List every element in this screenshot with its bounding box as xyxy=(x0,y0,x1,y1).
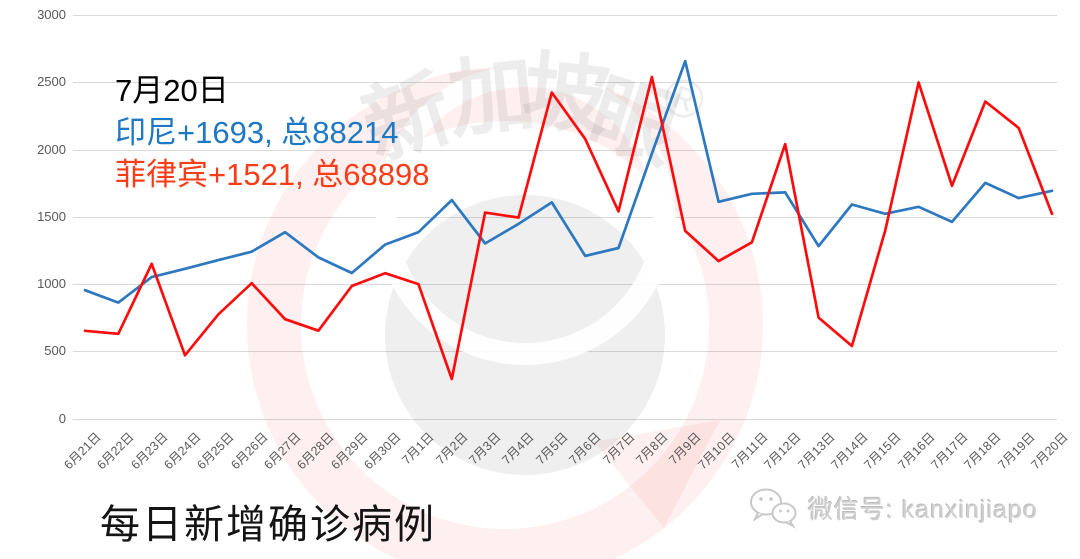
gridline xyxy=(73,284,1057,285)
series-line-印尼 xyxy=(83,59,1054,304)
wechat-id-label: 微信号: kanxinjiapo xyxy=(808,496,1038,524)
annotation-block: 7月20日 印尼+1693, 总88214 菲律宾+1521, 总68898 xyxy=(115,70,430,196)
series-line-菲律宾 xyxy=(83,75,1054,381)
y-axis-tick-label: 0 xyxy=(58,410,66,426)
y-axis-tick-label: 2500 xyxy=(37,74,66,90)
gridline xyxy=(73,15,1057,16)
page-title: 每日新增确诊病例 xyxy=(100,503,436,547)
wechat-icon xyxy=(750,488,797,529)
annotation-date: 7月20日 xyxy=(115,73,229,108)
annotation-indonesia: 印尼+1693, 总88214 xyxy=(115,115,399,150)
gridline xyxy=(73,216,1057,218)
gridline xyxy=(73,149,1057,151)
y-axis-tick-label: 1500 xyxy=(37,208,66,224)
annotation-philippines: 菲律宾+1521, 总68898 xyxy=(115,157,430,192)
gridline xyxy=(73,418,1057,420)
y-axis-tick-label: 3000 xyxy=(37,7,66,22)
y-axis-tick-label: 1000 xyxy=(37,276,66,291)
y-axis-tick-label: 500 xyxy=(44,343,66,359)
wechat-badge: 微信号: kanxinjiapo xyxy=(748,486,1038,530)
y-axis-tick-label: 2000 xyxy=(37,141,66,157)
